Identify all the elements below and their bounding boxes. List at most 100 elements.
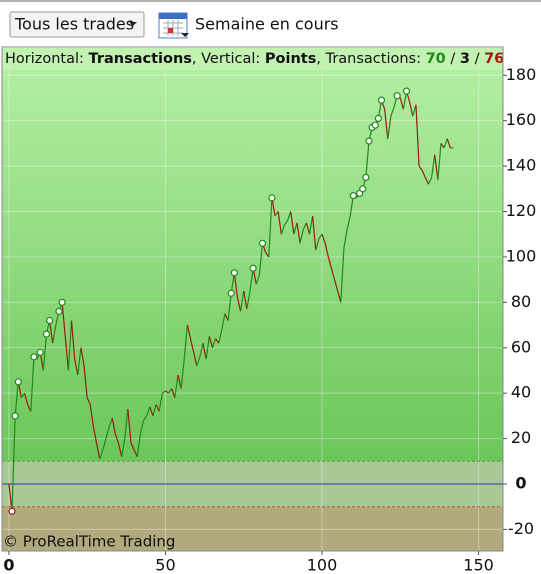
line-segment <box>446 138 451 149</box>
calendar-day[interactable] <box>168 28 173 33</box>
line-segment <box>193 352 198 367</box>
line-segment <box>399 97 405 110</box>
line-segment <box>240 290 245 312</box>
extreme-marker <box>45 316 54 325</box>
extreme-marker <box>230 269 238 277</box>
y-tick-label: 20 <box>511 428 531 447</box>
line-segment <box>49 320 54 344</box>
line-segment <box>108 417 113 428</box>
band-loss <box>2 506 503 551</box>
line-segment <box>208 336 213 348</box>
calendar-button[interactable] <box>158 12 189 39</box>
line-segment <box>302 222 307 230</box>
losses: 76 <box>484 51 504 67</box>
line-segment <box>80 347 85 367</box>
line-segment <box>246 290 251 310</box>
line-segment <box>77 347 82 376</box>
period-label: Semaine en cours <box>195 15 339 34</box>
y-tick-label: 0 <box>515 474 526 493</box>
extreme-marker <box>371 121 379 129</box>
line-segment <box>130 442 135 451</box>
line-segment <box>143 415 148 421</box>
extreme-marker <box>365 137 373 145</box>
line-segment <box>287 211 292 221</box>
extreme-marker <box>374 114 382 122</box>
line-segment <box>312 215 317 251</box>
line-segment <box>111 418 116 435</box>
line-segment <box>42 334 48 371</box>
line-segment <box>308 215 314 235</box>
line-segment <box>189 338 195 353</box>
plot-frame <box>1 46 504 552</box>
line-segment <box>296 222 301 244</box>
line-segment <box>343 229 348 248</box>
line-segment <box>64 336 69 371</box>
line-segment <box>324 243 329 258</box>
extreme-marker <box>36 348 44 356</box>
dropdown-box[interactable] <box>9 11 145 38</box>
extreme-marker <box>227 289 235 297</box>
line-segment <box>61 302 66 337</box>
sep: / <box>450 51 455 67</box>
y-tick-label: 80 <box>511 292 531 311</box>
line-segment <box>218 329 223 344</box>
line-segment <box>258 243 264 276</box>
line-segment <box>299 229 304 244</box>
line-segment <box>89 404 95 428</box>
t-label: , Transactions: <box>316 51 421 67</box>
line-segment <box>158 393 163 412</box>
y-tick-label: 140 <box>506 156 537 175</box>
header: Horizontal: Transactions, Vertical: Poin… <box>5 51 504 67</box>
line-segment <box>23 393 29 405</box>
x-tick-label: 100 <box>307 556 338 574</box>
dropdown-arrow[interactable] <box>129 22 137 26</box>
line-segment <box>74 358 79 376</box>
extreme-marker <box>58 298 66 306</box>
y-tick-label: 120 <box>506 201 537 220</box>
line-segment <box>443 138 448 149</box>
line-segment <box>236 297 242 312</box>
line-segment <box>412 104 417 117</box>
line-segment <box>421 170 426 178</box>
line-segment <box>161 390 166 394</box>
line-segment <box>133 449 138 458</box>
y-tick-label: 100 <box>506 246 537 265</box>
line-segment <box>70 320 76 360</box>
calendar-arrow[interactable] <box>181 33 189 37</box>
line-segment <box>409 102 414 117</box>
line-segment <box>67 320 73 371</box>
line-segment <box>434 154 439 180</box>
line-segment <box>83 365 88 398</box>
line-segment <box>180 359 185 389</box>
extreme-marker <box>42 330 51 338</box>
line-segment <box>290 211 295 235</box>
y-tick-label: 180 <box>506 65 537 84</box>
plot <box>2 48 503 551</box>
line-segment <box>327 256 332 269</box>
calendar-top[interactable] <box>159 13 187 19</box>
line-segment <box>171 388 176 398</box>
line-segment <box>99 449 104 460</box>
line-segment <box>146 406 151 417</box>
line-segment <box>11 415 16 512</box>
line-segment <box>52 324 57 344</box>
line-segment <box>431 154 436 178</box>
y-tick-label: 40 <box>511 383 531 402</box>
line-segment <box>249 268 254 292</box>
v-value: Points <box>265 51 316 67</box>
line-segment <box>20 392 26 399</box>
dropdown-text[interactable]: Tous les trades <box>14 15 134 34</box>
filter-dropdown[interactable]: Tous les trades <box>9 11 145 38</box>
h-value: Transactions <box>89 51 192 67</box>
extreme-marker <box>14 378 22 386</box>
extreme-marker <box>393 92 401 100</box>
line-segment <box>114 433 120 444</box>
line-segment <box>346 215 351 230</box>
line-segment <box>221 313 226 330</box>
extreme-marker <box>30 353 38 361</box>
line-segment <box>418 165 423 171</box>
line-segment <box>30 356 35 412</box>
wins: 70 <box>426 51 446 67</box>
extreme-marker <box>55 307 63 316</box>
